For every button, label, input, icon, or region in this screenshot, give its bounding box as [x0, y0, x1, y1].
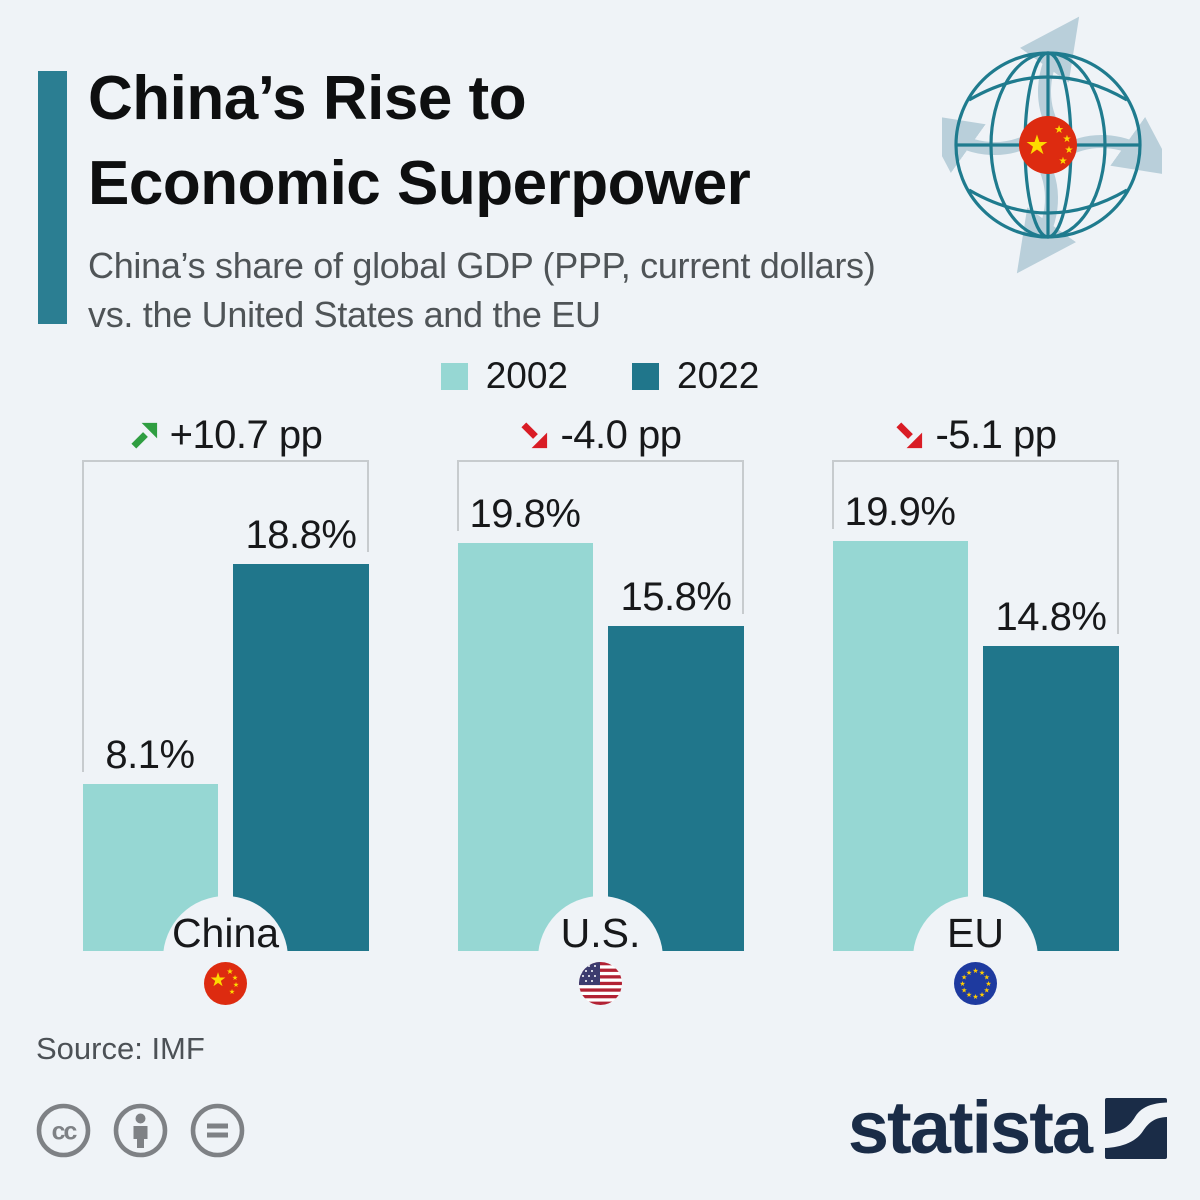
- svg-text:★: ★: [984, 974, 990, 982]
- svg-text:★: ★: [972, 967, 978, 975]
- bracket-leg-right: [367, 462, 369, 552]
- subtitle-line-1: China’s share of global GDP (PPP, curren…: [88, 245, 876, 286]
- svg-text:★: ★: [1059, 156, 1068, 167]
- value-label-2002: 8.1%: [105, 733, 195, 777]
- value-label-2002: 19.9%: [844, 490, 956, 534]
- trend-arrow-icon: [521, 421, 548, 448]
- bracket-leg-right: [1117, 462, 1119, 634]
- legend-label-2002: 2002: [485, 355, 568, 396]
- legend: 2002 2022: [0, 355, 1200, 397]
- us-flag-icon: [579, 962, 622, 1005]
- svg-text:★: ★: [232, 974, 238, 982]
- country-label: EU: [947, 910, 1004, 956]
- svg-text:★: ★: [233, 981, 239, 989]
- svg-text:★: ★: [972, 993, 978, 1001]
- china-flag-globe-center-icon: ★ ★ ★ ★ ★: [1019, 116, 1077, 174]
- svg-text:★: ★: [966, 969, 972, 977]
- trend-arrow-icon: [896, 421, 923, 448]
- bar-2002: [458, 543, 593, 951]
- cc-icon[interactable]: cc: [36, 1103, 91, 1158]
- svg-text:★: ★: [1063, 134, 1072, 145]
- title-line-2: Economic Superpower: [88, 149, 751, 218]
- legend-swatch-2002: [440, 362, 468, 390]
- svg-text:★: ★: [961, 974, 967, 982]
- change-label: +10.7 pp: [169, 412, 323, 457]
- value-label-2022: 18.8%: [245, 513, 357, 557]
- bar-2022: [608, 626, 744, 951]
- bar-group-china: +10.7 pp 8.1% 18.8% China ★ ★ ★ ★ ★: [82, 412, 369, 1052]
- change-label: -4.0 pp: [560, 412, 682, 457]
- svg-text:★: ★: [979, 991, 985, 999]
- bracket-leg-left: [457, 462, 459, 531]
- legend-swatch-2022: [632, 362, 659, 390]
- change-indicator: -5.1 pp: [832, 412, 1119, 457]
- svg-text:★: ★: [1054, 124, 1064, 136]
- statista-wordmark: statista: [847, 1086, 1093, 1169]
- country-label: China: [171, 910, 280, 956]
- svg-text:★: ★: [226, 967, 233, 976]
- svg-text:★: ★: [209, 970, 226, 991]
- bracket-leg-left: [832, 462, 834, 529]
- value-label-2002: 19.8%: [469, 492, 581, 536]
- bar-group-us: -4.0 pp 19.8% 15.8% U.S.: [457, 412, 744, 1052]
- svg-text:★: ★: [1025, 130, 1049, 160]
- svg-text:★: ★: [959, 980, 965, 988]
- svg-text:★: ★: [979, 969, 985, 977]
- change-indicator: +10.7 pp: [82, 412, 369, 457]
- svg-text:★: ★: [1065, 145, 1074, 156]
- value-label-2022: 14.8%: [995, 595, 1107, 639]
- bar-2002: [833, 541, 968, 951]
- title-accent-bar: [38, 71, 67, 324]
- change-indicator: -4.0 pp: [457, 412, 744, 457]
- china-flag-icon: ★ ★ ★ ★ ★: [204, 962, 247, 1005]
- legend-item-2022: 2022: [632, 355, 759, 397]
- page-subtitle: China’s share of global GDP (PPP, curren…: [88, 241, 876, 339]
- legend-label-2022: 2022: [677, 355, 760, 396]
- bar-2022: [983, 646, 1119, 951]
- statista-swoosh-icon: [1105, 1097, 1167, 1159]
- no-derivatives-equals-icon[interactable]: [190, 1103, 245, 1158]
- statista-logo[interactable]: statista: [847, 1086, 1167, 1169]
- title-line-1: China’s Rise to: [88, 64, 527, 133]
- country-label: U.S.: [560, 910, 641, 956]
- page-title: China’s Rise to Economic Superpower: [88, 56, 751, 226]
- license-icons[interactable]: cc: [36, 1103, 245, 1158]
- bracket: [82, 460, 369, 462]
- eu-flag-icon: ★ ★★ ★★★ ★★★ ★★★: [954, 962, 997, 1005]
- globe-china-icon: ★ ★ ★ ★ ★: [942, 14, 1162, 276]
- bracket-leg-left: [82, 462, 84, 772]
- attribution-person-icon[interactable]: [113, 1103, 168, 1158]
- svg-text:★: ★: [966, 991, 972, 999]
- bar-group-eu: -5.1 pp 19.9% 14.8% EU ★ ★ ★ ★ ★ ★ ★ ★ ★ ★ ★ ★: [832, 412, 1119, 1052]
- bracket: [832, 460, 1119, 462]
- bracket-leg-right: [742, 462, 744, 614]
- change-label: -5.1 pp: [935, 412, 1057, 457]
- subtitle-line-2: vs. the United States and the EU: [88, 294, 601, 335]
- svg-text:★: ★: [961, 987, 967, 995]
- bracket: [457, 460, 744, 462]
- source-note: Source: IMF: [36, 1031, 205, 1066]
- legend-item-2002: 2002: [440, 355, 568, 397]
- svg-text:★: ★: [229, 988, 235, 996]
- trend-arrow-icon: [131, 422, 157, 449]
- svg-text:★: ★: [985, 980, 991, 988]
- svg-text:★: ★: [984, 987, 990, 995]
- bar-2022: [233, 564, 369, 951]
- svg-text:cc: cc: [52, 1118, 78, 1146]
- value-label-2022: 15.8%: [620, 575, 732, 619]
